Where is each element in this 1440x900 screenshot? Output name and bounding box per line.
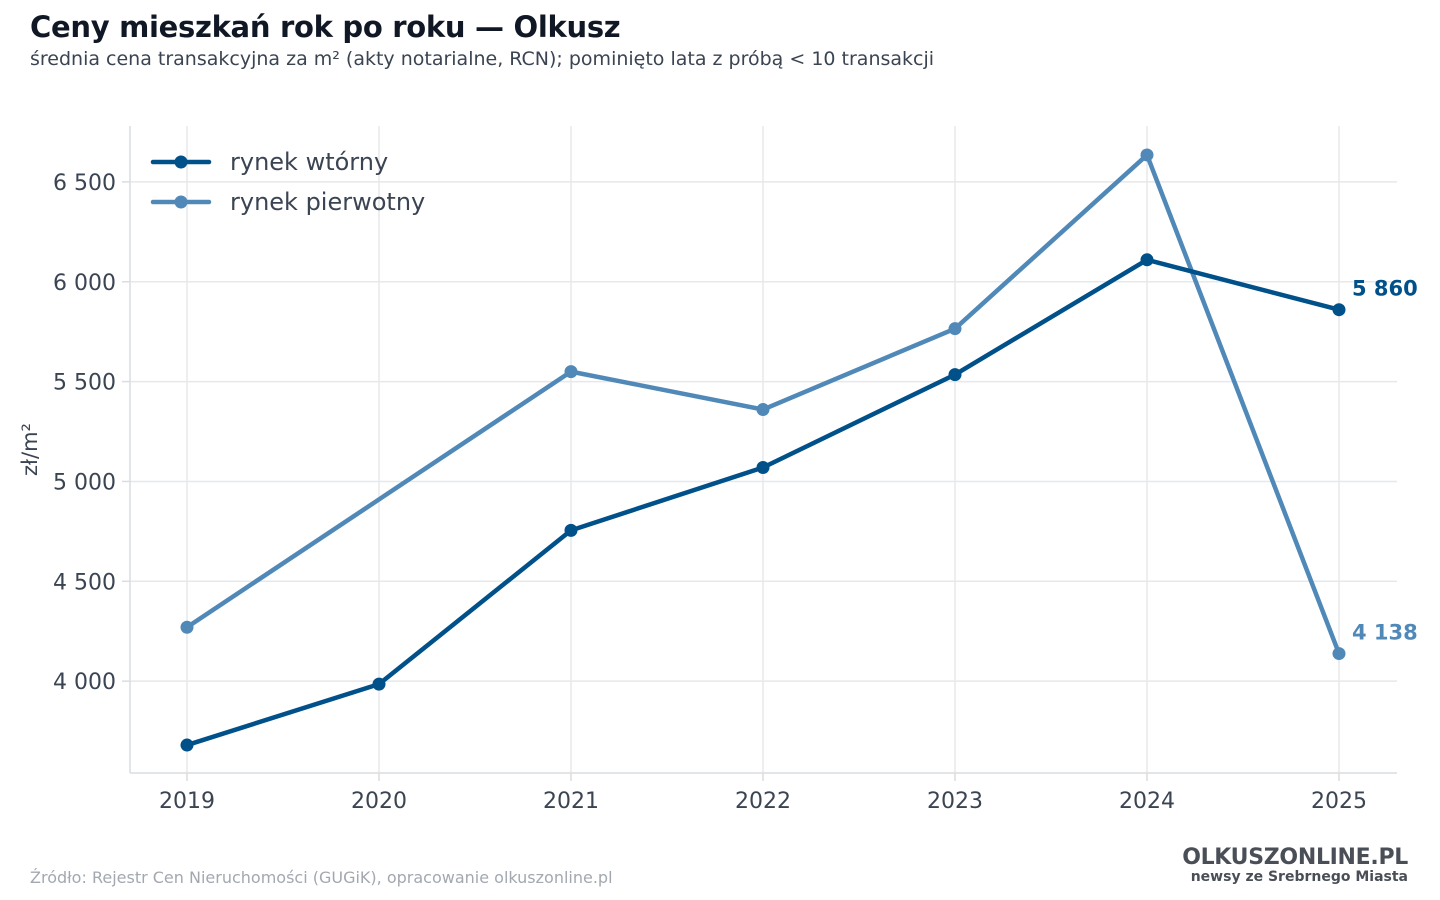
- x-tick-label: 2022: [735, 789, 791, 814]
- y-axis-label: zł/m²: [18, 423, 42, 476]
- x-tick-label: 2019: [159, 789, 215, 814]
- brand-tagline: newsy ze Srebrnego Miasta: [1190, 869, 1408, 885]
- data-point: [1332, 647, 1346, 661]
- series-layer: [180, 148, 1346, 752]
- x-tick-label: 2024: [1119, 789, 1175, 814]
- y-tick-label: 5 000: [53, 470, 116, 495]
- data-point: [1332, 303, 1346, 317]
- brand-logo: OLKUSZONLINE.PL newsy ze Srebrnego Miast…: [1182, 845, 1408, 886]
- legend-label: rynek wtórny: [230, 148, 388, 176]
- data-point: [948, 368, 962, 382]
- end-value-label: 4 138: [1352, 621, 1418, 645]
- grid-layer: [130, 126, 1397, 773]
- y-tick-label: 4 000: [53, 670, 116, 695]
- x-tick-label: 2020: [351, 789, 407, 814]
- x-tick-label: 2023: [927, 789, 983, 814]
- data-point: [948, 322, 962, 336]
- data-point: [180, 738, 194, 752]
- chart-title: Ceny mieszkań rok po roku — Olkusz: [30, 10, 621, 44]
- end-value-label: 5 860: [1352, 277, 1418, 301]
- series-line-1: [184, 152, 1342, 656]
- label-layer: 4 138 5 860: [1352, 277, 1418, 645]
- data-point: [564, 365, 578, 379]
- source-note: Źródło: Rejestr Cen Nieruchomości (GUGiK…: [30, 868, 613, 887]
- brand-name: OLKUSZONLINE.PL: [1182, 845, 1408, 870]
- legend-label: rynek pierwotny: [230, 188, 425, 216]
- axis-layer: 4 000 4 500 5 000 5 500 6 000 6 500 2019 2020 20…: [18, 126, 1397, 814]
- y-tick-label: 6 000: [53, 271, 116, 296]
- x-tick-label: 2021: [543, 789, 599, 814]
- legend: rynek wtórny rynek pierwotny: [150, 148, 425, 216]
- data-point: [756, 460, 770, 474]
- y-tick-label: 6 500: [53, 171, 116, 196]
- legend-marker: [174, 155, 188, 169]
- y-tick-label: 5 500: [53, 371, 116, 396]
- data-point: [756, 403, 770, 417]
- data-point: [564, 523, 578, 537]
- y-tick-label: 4 500: [53, 570, 116, 595]
- data-point: [372, 677, 386, 691]
- legend-marker: [174, 195, 188, 209]
- x-tick-label: 2025: [1311, 789, 1367, 814]
- data-point: [1140, 148, 1154, 162]
- data-point: [180, 620, 194, 634]
- data-point: [1140, 253, 1154, 267]
- chart-subtitle: średnia cena transakcyjna za m² (akty no…: [30, 48, 935, 70]
